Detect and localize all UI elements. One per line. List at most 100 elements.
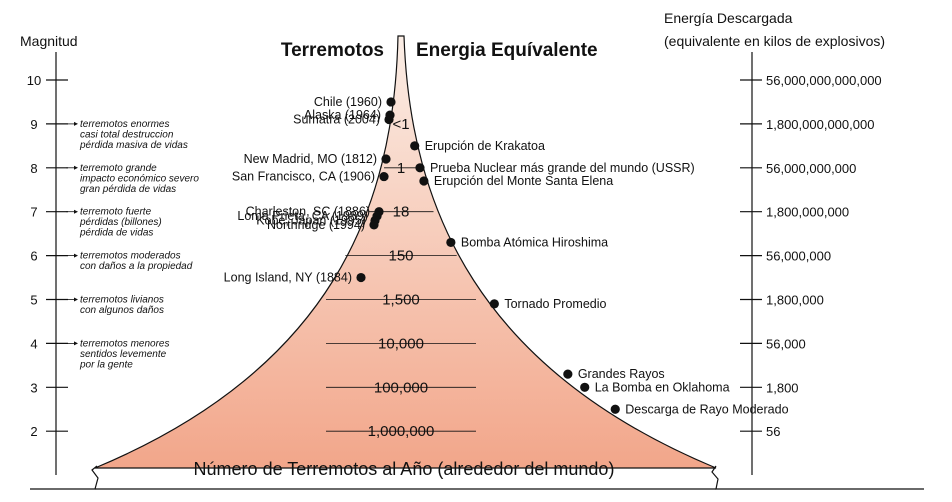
description-line: gran pérdida de vidas: [80, 184, 176, 195]
arrow-head-icon: [74, 253, 78, 258]
annual-count: 1,000,000: [368, 423, 435, 440]
count-label: <1: [392, 116, 409, 133]
earthquake-label: Northridge (1994): [267, 218, 365, 232]
right-axis-tick-label: 56,000,000,000,000: [766, 73, 882, 88]
left-axis-tick-label: 5: [30, 293, 37, 308]
earthquake-label: Chile (1960): [314, 95, 382, 109]
energy-dot: [446, 237, 456, 248]
energy-dot: [563, 369, 573, 379]
earthquake-label: Kobe, Japan (1995): [256, 213, 366, 227]
energy-dot: [419, 176, 429, 186]
annual-count: 18: [393, 204, 410, 221]
description-line: terremoto fuerte: [80, 207, 152, 218]
energy-marker: Tornado Promedio: [489, 297, 607, 311]
count-label: 10,000: [378, 335, 424, 352]
description-line: casi total destruccion: [80, 129, 174, 140]
energy-label: Grandes Rayos: [578, 367, 665, 381]
annual-count: 150: [388, 248, 413, 265]
earthquake-label: Sumatra (2004): [293, 113, 380, 127]
energy-label: Erupción del Monte Santa Elena: [434, 174, 613, 188]
annual-count: 1,500: [382, 292, 420, 309]
right-axis-tick-label: 56,000: [766, 336, 806, 351]
left-axis-tick-label: 10: [27, 73, 41, 88]
right-axis-tick-label: 1,800: [766, 380, 799, 395]
description-line: terremotos menores: [80, 338, 169, 349]
energy-marker: Descarga de Rayo Moderado: [610, 402, 789, 416]
left-axis-tick-label: 7: [30, 205, 37, 220]
annual-count: 1: [397, 160, 405, 177]
right-axis-tick-label: 56: [766, 424, 780, 439]
earthquake-label: Long Island, NY (1884): [224, 271, 352, 285]
left-axis-tick-label: 3: [30, 380, 37, 395]
ground-line: [30, 465, 924, 490]
right-axis-tick-label: 56,000,000: [766, 249, 831, 264]
earthquake-marker: San Francisco, CA (1906): [232, 170, 389, 184]
count-label: 18: [393, 204, 410, 221]
earthquake-label: New Madrid, MO (1812): [244, 152, 377, 166]
earthquake-marker: New Madrid, MO (1812): [244, 152, 391, 166]
energy-label: La Bomba en Oklahoma: [595, 380, 730, 394]
earthquake-marker: Sumatra (2004): [293, 113, 394, 127]
description-line: terremoto grande: [80, 163, 157, 174]
axis-ticks: 10 9 8 7 6 5 4 3 2 56,000,000,000,000 1,800,000,00…: [27, 73, 882, 439]
arrow-head-icon: [74, 209, 78, 214]
earthquake-label: San Francisco, CA (1906): [232, 170, 375, 184]
arrow-head-icon: [74, 165, 78, 170]
arrow-head-icon: [74, 121, 78, 126]
left-axis-tick-label: 9: [30, 117, 37, 132]
description-line: terremotos enormes: [80, 119, 169, 130]
earthquake-markers: Chile (1960)Alaska (1964)Sumatra (2004) N…: [224, 95, 396, 285]
energy-marker: Grandes Rayos: [563, 367, 665, 381]
right-axis-tick-label: 1,800,000,000: [766, 205, 849, 220]
annual-count: <1: [392, 116, 409, 133]
energy-label: Erupción de Krakatoa: [425, 139, 545, 153]
energy-dot: [610, 404, 620, 414]
count-label: 1,000,000: [368, 423, 435, 440]
earthquake-dot: [384, 114, 394, 125]
count-label: 1: [397, 160, 405, 177]
right-axis-tick-label: 1,800,000: [766, 293, 824, 308]
right-axis-label-line2: (equivalente en kilos de explosivos): [664, 33, 885, 49]
count-label: 100,000: [374, 379, 428, 396]
energy-label: Prueba Nuclear más grande del mundo (USS…: [430, 161, 695, 175]
earthquake-dot: [381, 154, 391, 164]
left-axis-tick-label: 4: [30, 336, 37, 351]
arrow-head-icon: [74, 341, 78, 346]
description-line: sentidos levemente: [80, 349, 167, 360]
annual-count: 10,000: [378, 335, 424, 352]
energy-dot: [489, 299, 499, 309]
earthquake-funnel: [94, 35, 717, 469]
energy-label: Bomba Atómica Hiroshima: [461, 235, 608, 249]
energy-label: Tornado Promedio: [504, 297, 606, 311]
earthquake-marker: Chile (1960): [314, 95, 396, 109]
description-line: terremotos livianos: [80, 295, 164, 306]
earthquake-dot: [379, 171, 389, 182]
earthquake-dot: [356, 272, 366, 283]
earthquake-dot: [386, 97, 396, 107]
energy-marker: La Bomba en Oklahoma: [580, 380, 730, 394]
earthquake-label: Loma Prieta, CA (1989): [237, 209, 368, 223]
energy-marker: Erupción del Monte Santa Elena: [419, 174, 613, 188]
count-label: 150: [388, 248, 413, 265]
earthquake-marker: Long Island, NY (1884): [224, 271, 366, 285]
energy-dot: [580, 382, 590, 392]
description-line: pérdida de vidas: [79, 228, 153, 239]
right-axis-tick-label: 1,800,000,000,000: [766, 117, 874, 132]
earthquake-dot: [369, 220, 379, 230]
energy-dot: [410, 141, 420, 151]
energy-label: Descarga de Rayo Moderado: [625, 402, 788, 416]
earthquake-label: Charleston, SC (1886): [246, 205, 370, 219]
right-axis-label-line1: Energía Descargada: [664, 10, 793, 26]
annual-count-labels: <1 1 18 150 1,500 10,000 100,000 1,000,000: [368, 116, 435, 440]
left-axis-tick-label: 6: [30, 249, 37, 264]
description-line: con daños a la propiedad: [80, 261, 193, 272]
earthquake-label: Alaska (1964): [304, 108, 381, 122]
annual-count: 100,000: [374, 379, 428, 396]
